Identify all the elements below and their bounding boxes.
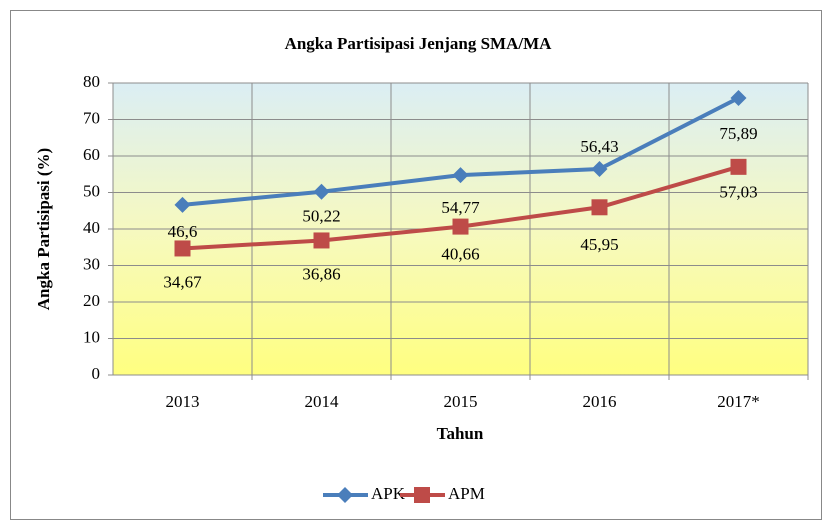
data-point <box>174 196 191 213</box>
y-tick-label: 50 <box>83 181 100 200</box>
x-tick-label: 2017* <box>717 392 760 411</box>
data-point <box>730 90 747 107</box>
legend-label: APM <box>448 484 485 503</box>
data-point <box>452 218 469 235</box>
y-tick-label: 80 <box>83 72 100 91</box>
x-tick-label: 2013 <box>166 392 200 411</box>
data-point <box>591 161 608 178</box>
data-label: 46,6 <box>168 222 198 241</box>
data-point <box>730 158 747 175</box>
x-tick-label: 2015 <box>444 392 478 411</box>
legend-marker <box>414 487 430 503</box>
y-tick-label: 60 <box>83 145 100 164</box>
data-label: 45,95 <box>580 235 618 254</box>
data-label: 50,22 <box>302 207 340 226</box>
y-tick-label: 20 <box>83 291 100 310</box>
data-point <box>313 183 330 200</box>
data-label: 54,77 <box>441 198 480 217</box>
data-label: 40,66 <box>441 244 479 263</box>
x-tick-label: 2016 <box>583 392 617 411</box>
y-tick-label: 40 <box>83 218 100 237</box>
legend-label: APK <box>371 484 406 503</box>
y-tick-label: 70 <box>83 108 100 127</box>
legend-marker <box>337 487 353 503</box>
y-tick-label: 0 <box>92 364 101 383</box>
data-label: 75,89 <box>719 124 757 143</box>
x-tick-label: 2014 <box>305 392 340 411</box>
data-point <box>313 232 330 249</box>
data-label: 36,86 <box>302 264 340 283</box>
data-label: 56,43 <box>580 137 618 156</box>
y-tick-label: 30 <box>83 254 100 273</box>
chart-title: Angka Partisipasi Jenjang SMA/MA <box>285 34 553 53</box>
data-point <box>591 199 608 216</box>
data-label: 57,03 <box>719 183 757 202</box>
y-tick-label: 10 <box>83 327 100 346</box>
x-axis-label: Tahun <box>437 424 484 443</box>
data-point <box>174 240 191 257</box>
data-label: 34,67 <box>163 272 202 291</box>
y-axis-label: Angka Partisipasi (%) <box>34 148 53 310</box>
data-point <box>452 167 469 184</box>
